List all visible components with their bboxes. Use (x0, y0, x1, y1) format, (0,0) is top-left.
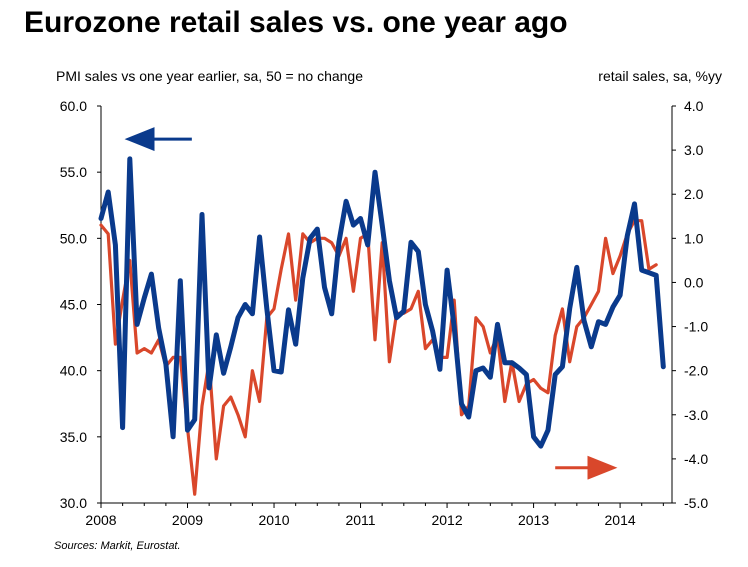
pmi-sales-line (98, 156, 666, 449)
x-tick-label: 2013 (518, 512, 549, 528)
x-tick-label: 2009 (172, 512, 203, 528)
x-tick-label: 2010 (258, 512, 289, 528)
left-tick-label: 55.0 (60, 164, 87, 180)
right-axis-label: retail sales, sa, %yy (598, 68, 722, 84)
left-tick-label: 45.0 (60, 297, 87, 313)
x-tick-label: 2008 (85, 512, 116, 528)
right-tick-label: -5.0 (684, 495, 708, 511)
right-tick-label: 1.0 (684, 230, 704, 246)
right-tick-label: 3.0 (684, 142, 704, 158)
chart-title: Eurozone retail sales vs. one year ago (24, 6, 568, 39)
right-tick-label: 0.0 (684, 274, 704, 290)
axes-group: 60.0 55.0 50.0 45.0 40.0 35.0 30.0 4.0 3.0 2.0 1.0… (60, 98, 709, 528)
right-tick-label: 4.0 (684, 98, 704, 114)
right-tick-label: -3.0 (684, 407, 708, 423)
left-tick-label: 50.0 (60, 230, 87, 246)
right-tick-label: -2.0 (684, 363, 708, 379)
left-tick-label: 60.0 (60, 98, 87, 114)
left-tick-label: 40.0 (60, 363, 87, 379)
x-tick-label: 2011 (345, 512, 375, 528)
retail-sales-line (99, 219, 658, 496)
right-tick-label: 2.0 (684, 186, 704, 202)
left-tick-label: 30.0 (60, 495, 87, 511)
x-tick-label: 2014 (605, 512, 636, 528)
series-group (98, 156, 666, 496)
annotations-group (124, 127, 618, 480)
source-note: Sources: Markit, Eurostat. (54, 540, 181, 552)
x-tick-label: 2012 (431, 512, 462, 528)
right-tick-label: -4.0 (684, 451, 708, 467)
right-tick-label: -1.0 (684, 319, 708, 335)
left-tick-label: 35.0 (60, 429, 87, 445)
left-axis-label: PMI sales vs one year earlier, sa, 50 = … (56, 68, 364, 84)
